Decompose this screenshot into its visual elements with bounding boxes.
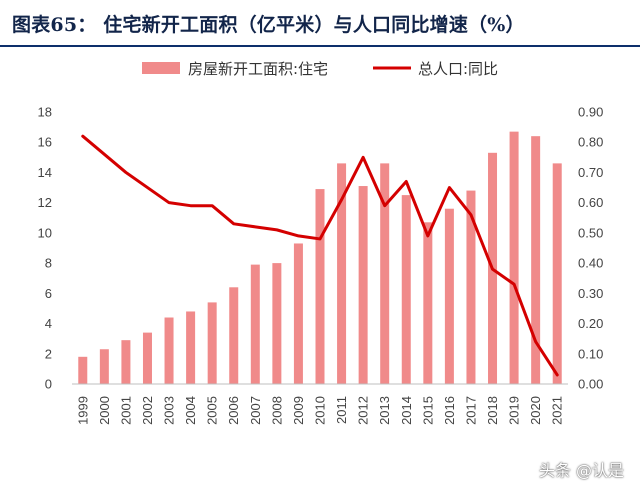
y-right-tick-0.00: 0.00 [578, 377, 603, 392]
x-tick-2007: 2007 [248, 396, 263, 425]
x-tick-2000: 2000 [97, 396, 112, 425]
bar-2008 [272, 263, 282, 384]
x-tick-1999: 1999 [75, 396, 90, 425]
bar-2016 [444, 208, 454, 384]
bar-2004 [186, 311, 196, 384]
x-tick-2003: 2003 [162, 396, 177, 425]
bar-2001 [121, 340, 131, 384]
x-tick-2018: 2018 [485, 396, 500, 425]
bar-2000 [99, 349, 109, 384]
x-tick-2004: 2004 [183, 396, 198, 425]
chart-legend: 房屋新开工面积:住宅 总人口:同比 [142, 60, 498, 78]
y-right-tick-0.20: 0.20 [578, 316, 603, 331]
bar-1999 [78, 356, 88, 384]
x-tick-2016: 2016 [442, 396, 457, 425]
y-left-tick-0: 0 [45, 377, 52, 392]
x-tick-2011: 2011 [334, 396, 349, 424]
y-left-tick-4: 4 [45, 316, 52, 331]
x-tick-2012: 2012 [356, 396, 371, 425]
bar-2009 [293, 243, 303, 384]
x-tick-2006: 2006 [226, 396, 241, 425]
x-tick-2010: 2010 [313, 396, 328, 425]
y-right-tick-0.30: 0.30 [578, 286, 603, 301]
bar-2014 [401, 195, 411, 384]
y-right-tick-0.90: 0.90 [578, 105, 603, 120]
y-left-tick-16: 16 [38, 135, 52, 150]
y-right-tick-0.60: 0.60 [578, 195, 603, 210]
y-left-tick-10: 10 [38, 225, 52, 240]
bar-2007 [250, 264, 260, 384]
bar-2020 [531, 136, 541, 384]
x-axis: 1999 2000 2001 2002 2003 2004 2005 2006 2007 2008… [72, 383, 568, 425]
x-tick-2013: 2013 [377, 396, 392, 425]
watermark: 头条 @认是 [538, 461, 624, 480]
bar-2013 [380, 163, 390, 384]
bar-2021 [552, 163, 562, 384]
bar-2012 [358, 186, 368, 384]
y-right-tick-0.50: 0.50 [578, 225, 603, 240]
line-series [81, 134, 559, 377]
x-tick-2005: 2005 [205, 396, 220, 425]
bar-series [78, 131, 562, 384]
bar-2011 [337, 163, 347, 384]
bar-2015 [423, 222, 433, 384]
bar-2017 [466, 190, 476, 384]
bar-2002 [142, 332, 152, 384]
y-axis-left: 0 2 4 6 8 10 12 14 16 18 [38, 105, 52, 392]
y-left-tick-14: 14 [38, 165, 52, 180]
y-right-tick-0.10: 0.10 [578, 346, 603, 361]
bar-2003 [164, 317, 174, 384]
x-tick-2019: 2019 [507, 396, 522, 425]
x-tick-2021: 2021 [550, 396, 565, 425]
y-axis-right: 0.00 0.10 0.20 0.30 0.40 0.50 0.60 0.70 0.80 0.90 [578, 105, 603, 392]
legend-line-label: 总人口:同比 [418, 60, 498, 78]
legend-bar-swatch [142, 62, 180, 74]
bar-2006 [229, 287, 239, 384]
chart-title: 图表65： 住宅新开工面积（亿平米）与人口同比增速（%） [12, 14, 525, 36]
x-tick-2009: 2009 [291, 396, 306, 425]
y-left-tick-6: 6 [45, 286, 52, 301]
legend-bar-label: 房屋新开工面积:住宅 [188, 60, 328, 78]
x-tick-2008: 2008 [269, 396, 284, 425]
x-tick-2001: 2001 [118, 396, 133, 425]
x-tick-2020: 2020 [528, 396, 543, 425]
y-left-tick-2: 2 [45, 346, 52, 361]
y-right-tick-0.80: 0.80 [578, 135, 603, 150]
x-tick-2017: 2017 [463, 396, 478, 425]
y-left-tick-12: 12 [38, 195, 52, 210]
y-left-tick-18: 18 [38, 105, 52, 120]
y-right-tick-0.70: 0.70 [578, 165, 603, 180]
bar-2005 [207, 302, 217, 384]
title-divider [0, 45, 640, 47]
y-right-tick-0.40: 0.40 [578, 256, 603, 271]
x-tick-2015: 2015 [420, 396, 435, 425]
bar-2019 [509, 131, 519, 384]
y-left-tick-8: 8 [45, 256, 52, 271]
x-tick-2014: 2014 [399, 396, 414, 425]
bar-2010 [315, 189, 325, 384]
x-tick-2002: 2002 [140, 396, 155, 425]
